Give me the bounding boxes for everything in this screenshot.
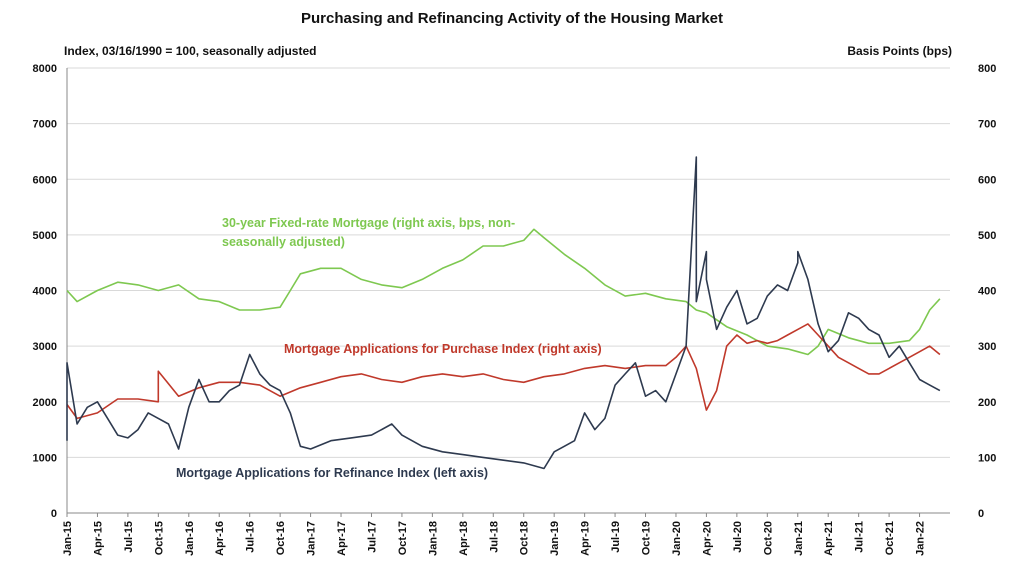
x-tick-label: Jul-21 xyxy=(854,521,866,553)
x-tick-label: Jul-19 xyxy=(610,521,622,553)
right-tick-label: 0 xyxy=(978,508,984,520)
left-tick-label: 8000 xyxy=(33,63,57,75)
right-tick-label: 100 xyxy=(978,452,996,464)
x-tick-label: Apr-20 xyxy=(701,521,713,556)
left-tick-label: 2000 xyxy=(33,397,57,409)
series-label-purchase-index: Mortgage Applications for Purchase Index… xyxy=(284,342,602,356)
gridlines xyxy=(67,67,950,458)
chart-title: Purchasing and Refinancing Activity of t… xyxy=(301,10,723,27)
x-tick-label: Jul-20 xyxy=(732,521,744,553)
left-tick-label: 4000 xyxy=(33,286,57,298)
x-tick-label: Oct-16 xyxy=(275,521,287,555)
left-tick-label: 6000 xyxy=(33,174,57,186)
x-tick-label: Oct-17 xyxy=(397,521,409,555)
left-tick-label: 3000 xyxy=(33,341,57,353)
x-tick-label: Jan-17 xyxy=(306,521,318,556)
x-tick-label: Jul-17 xyxy=(366,521,378,553)
right-tick-label: 800 xyxy=(978,63,996,75)
left-tick-label: 0 xyxy=(51,508,57,520)
axes xyxy=(66,68,950,517)
x-tick-label: Jul-16 xyxy=(245,521,257,553)
left-tick-label: 5000 xyxy=(33,230,57,242)
x-tick-label: Jul-18 xyxy=(488,521,500,553)
series-lines xyxy=(66,156,941,470)
x-axis-ticks: Jan-15 Apr-15 Jul-15 Oct-15 Jan-16 Apr-16 Jul-… xyxy=(62,521,927,556)
series-line-1 xyxy=(66,323,941,420)
left-axis-ticks: 0 1000 2000 3000 4000 5000 6000 7000 8000 xyxy=(33,63,57,520)
right-tick-label: 400 xyxy=(978,286,996,298)
x-tick-label: Apr-15 xyxy=(92,521,104,556)
right-axis-ticks: 0 100 200 300 400 500 600 700 800 xyxy=(978,63,996,520)
x-tick-label: Jan-22 xyxy=(915,521,927,556)
x-tick-label: Oct-19 xyxy=(641,521,653,555)
series-line-2 xyxy=(66,228,941,356)
x-tick-label: Oct-18 xyxy=(519,521,531,555)
x-tick-label: Jan-15 xyxy=(62,521,74,556)
x-tick-label: Apr-17 xyxy=(336,521,348,556)
right-tick-label: 500 xyxy=(978,230,996,242)
x-tick-label: Jan-18 xyxy=(427,521,439,556)
left-axis-title: Index, 03/16/1990 = 100, seasonally adju… xyxy=(64,44,317,58)
right-tick-label: 200 xyxy=(978,397,996,409)
x-tick-label: Apr-18 xyxy=(458,521,470,556)
x-tick-label: Jul-15 xyxy=(123,521,135,553)
x-tick-label: Apr-21 xyxy=(823,521,835,556)
right-tick-label: 600 xyxy=(978,174,996,186)
x-tick-label: Oct-21 xyxy=(884,521,896,555)
x-tick-label: Oct-20 xyxy=(762,521,774,555)
x-tick-label: Jan-21 xyxy=(793,521,805,556)
series-label-refinance-index: Mortgage Applications for Refinance Inde… xyxy=(176,466,489,480)
series-line-0 xyxy=(66,156,941,470)
right-tick-label: 700 xyxy=(978,119,996,131)
right-axis-title: Basis Points (bps) xyxy=(847,44,952,58)
left-tick-label: 1000 xyxy=(33,452,57,464)
left-tick-label: 7000 xyxy=(33,119,57,131)
series-label-30yr-mortgage: 30-year Fixed-rate Mortgage (right axis,… xyxy=(222,216,516,249)
x-tick-label: Jan-16 xyxy=(184,521,196,556)
x-tick-label: Jan-20 xyxy=(671,521,683,556)
x-tick-label: Oct-15 xyxy=(153,521,165,555)
x-tick-label: Apr-16 xyxy=(214,521,226,556)
x-tick-label: Apr-19 xyxy=(580,521,592,556)
x-tick-label: Jan-19 xyxy=(549,521,561,556)
right-tick-label: 300 xyxy=(978,341,996,353)
